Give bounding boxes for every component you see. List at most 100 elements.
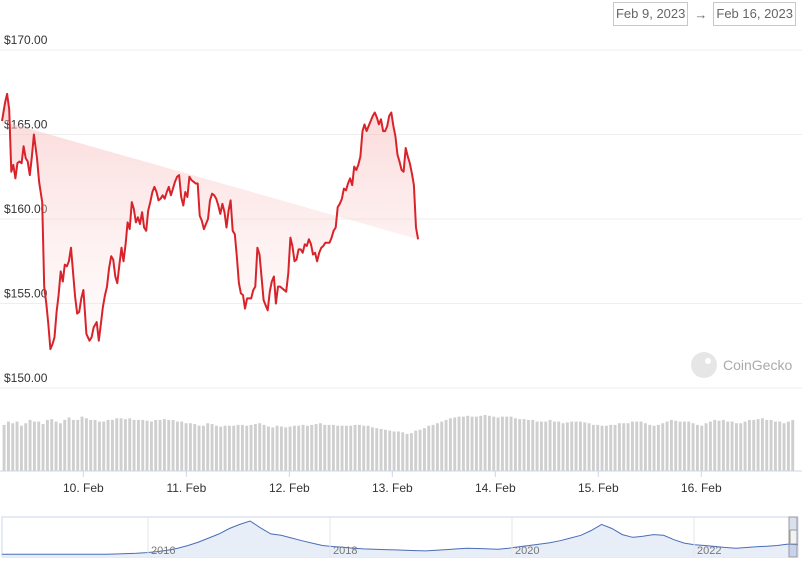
volume-bar — [583, 422, 587, 471]
navigator-year-label: 2022 — [697, 545, 721, 557]
volume-bar — [552, 421, 556, 471]
x-tick-label: 13. Feb — [372, 481, 413, 495]
volume-bar — [162, 419, 166, 471]
navigator-handle[interactable] — [789, 529, 798, 545]
volume-bar — [305, 425, 309, 471]
gecko-logo-icon — [691, 352, 717, 378]
volume-bar — [158, 419, 162, 471]
volume-bars — [2, 415, 795, 471]
volume-bar — [76, 419, 80, 471]
navigator[interactable]: 2016 2018 2020 2022 — [1, 516, 799, 558]
volume-bar — [97, 421, 101, 471]
volume-bar — [591, 424, 595, 471]
volume-bar — [245, 425, 249, 471]
volume-bar — [136, 419, 140, 471]
volume-bar — [219, 426, 223, 471]
volume-bar — [279, 426, 283, 471]
volume-bar — [344, 425, 348, 471]
price-line — [1, 92, 420, 351]
volume-bar — [370, 427, 374, 471]
volume-bar — [661, 423, 665, 471]
navigator-year-label: 2020 — [515, 545, 539, 557]
volume-bar — [440, 421, 444, 471]
volume-bar — [288, 426, 292, 471]
volume-bar — [2, 424, 6, 471]
volume-bar — [643, 423, 647, 471]
coingecko-watermark: CoinGecko — [691, 352, 792, 378]
volume-bar — [782, 423, 786, 471]
volume-bar — [609, 424, 613, 471]
volume-bar — [496, 417, 500, 471]
volume-bar — [505, 416, 509, 471]
volume-bar — [765, 419, 769, 471]
volume-bar — [691, 423, 695, 471]
volume-bar — [54, 421, 58, 471]
volume-bar — [734, 423, 738, 471]
volume-bar — [747, 419, 751, 471]
volume-bar — [626, 423, 630, 471]
volume-bar — [318, 423, 322, 471]
volume-bar — [674, 420, 678, 471]
volume-bar — [752, 419, 756, 471]
volume-bar — [418, 429, 422, 471]
volume-bar — [383, 429, 387, 471]
volume-bar — [492, 416, 496, 471]
volume-bar — [379, 429, 383, 471]
volume-bar — [388, 430, 392, 471]
volume-bar — [396, 431, 400, 471]
volume-bar — [678, 421, 682, 471]
volume-bar — [401, 432, 405, 471]
range-from-input[interactable]: Feb 9, 2023 — [612, 2, 689, 26]
volume-bar — [6, 421, 10, 471]
volume-bar — [392, 431, 396, 471]
volume-bar — [327, 424, 331, 471]
volume-bar — [193, 424, 197, 471]
volume-bar — [669, 419, 673, 471]
x-tick-label: 14. Feb — [475, 481, 516, 495]
volume-bar — [223, 425, 227, 471]
volume-bar — [180, 421, 184, 471]
volume-bar — [652, 425, 656, 471]
volume-bar — [778, 421, 782, 471]
volume-bar — [574, 421, 578, 471]
volume-bar — [756, 419, 760, 471]
volume-bar — [487, 415, 491, 471]
range-to-input[interactable]: Feb 16, 2023 — [713, 2, 796, 26]
volume-bar — [24, 423, 28, 471]
volume-bar — [730, 421, 734, 471]
volume-bar — [760, 418, 764, 471]
volume-bar — [539, 421, 543, 471]
volume-bar — [535, 421, 539, 471]
volume-bar — [409, 433, 413, 471]
volume-bar — [656, 424, 660, 471]
volume-bar — [41, 424, 45, 471]
volume-bar — [171, 419, 175, 471]
volume-bar — [457, 416, 461, 471]
volume-bar — [266, 426, 270, 471]
volume-bar — [340, 425, 344, 471]
volume-bar — [366, 425, 370, 471]
volume-bar — [470, 416, 474, 471]
volume-bar — [132, 419, 136, 471]
volume-bar — [110, 419, 114, 471]
volume-bar — [71, 419, 75, 471]
volume-bar — [292, 425, 296, 471]
volume-bar — [128, 418, 132, 471]
volume-bar — [769, 419, 773, 471]
date-range-selector: Feb 9, 2023 → Feb 16, 2023 — [612, 2, 796, 26]
volume-bar — [45, 419, 49, 471]
volume-bar — [639, 421, 643, 471]
price-series-line — [1, 92, 420, 351]
volume-bar — [427, 425, 431, 471]
volume-bar — [314, 424, 318, 471]
volume-bar — [557, 421, 561, 471]
y-tick-label: $155.00 — [4, 287, 48, 301]
volume-bar — [561, 423, 565, 471]
volume-bar — [700, 425, 704, 471]
volume-bar — [682, 421, 686, 471]
volume-bar — [249, 424, 253, 471]
volume-bar — [141, 419, 145, 471]
volume-bar — [570, 421, 574, 471]
volume-bar — [474, 416, 478, 471]
x-tick-label: 16. Feb — [681, 481, 722, 495]
